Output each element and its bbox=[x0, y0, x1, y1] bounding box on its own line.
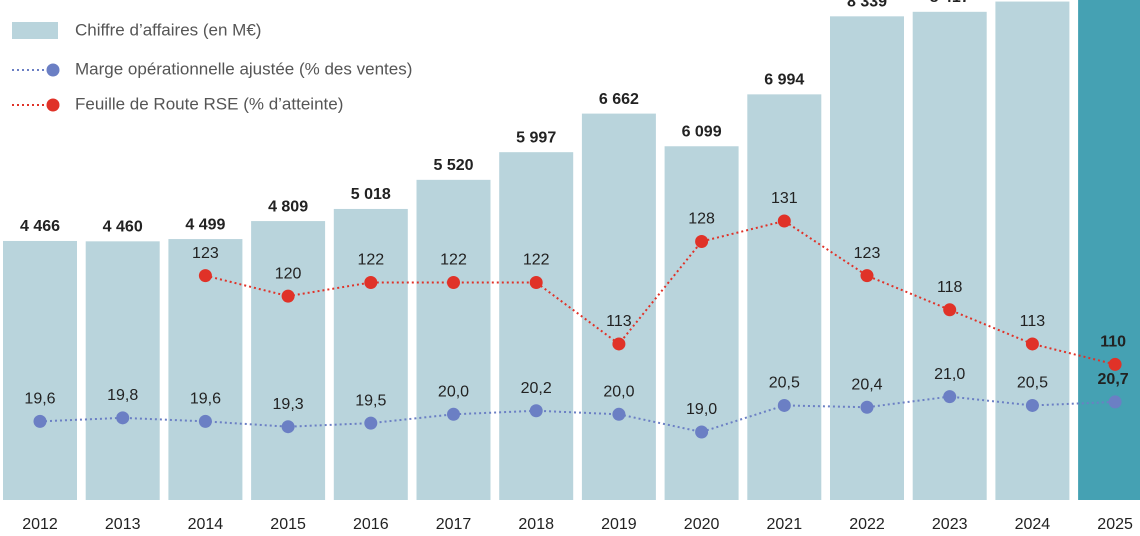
bar bbox=[912, 11, 987, 501]
point-label: 110 bbox=[1100, 334, 1126, 351]
point bbox=[1108, 357, 1122, 371]
bar bbox=[830, 16, 904, 500]
bar bbox=[251, 221, 326, 500]
point-label: 20,5 bbox=[1017, 375, 1048, 392]
point-label: 20,4 bbox=[851, 376, 882, 393]
bar bbox=[499, 152, 574, 500]
point-label: 19,0 bbox=[686, 401, 717, 418]
x-tick-label: 2016 bbox=[353, 516, 389, 533]
bar-value-label: 4 466 bbox=[20, 218, 60, 235]
x-tick-label: 2023 bbox=[932, 516, 968, 533]
point-label: 122 bbox=[357, 252, 384, 269]
point bbox=[529, 404, 543, 418]
point-label: 19,5 bbox=[355, 392, 386, 409]
bar-value-label: 5 997 bbox=[516, 129, 556, 146]
bar bbox=[85, 241, 160, 500]
legend-dot bbox=[46, 98, 60, 112]
x-tick-label: 2024 bbox=[1015, 516, 1051, 533]
point bbox=[943, 390, 957, 404]
point-label: 123 bbox=[192, 245, 219, 262]
point-label: 120 bbox=[275, 265, 302, 282]
x-tick-label: 2020 bbox=[684, 516, 720, 533]
point-label: 19,6 bbox=[24, 391, 55, 408]
point bbox=[281, 289, 295, 303]
bar-value-label: 8 339 bbox=[847, 0, 887, 11]
point-label: 131 bbox=[771, 190, 798, 207]
point bbox=[198, 269, 212, 283]
x-tick-label: 2021 bbox=[767, 516, 803, 533]
x-tick-label: 2015 bbox=[270, 516, 306, 533]
x-tick-label: 2014 bbox=[188, 516, 224, 533]
point bbox=[364, 275, 378, 289]
bar bbox=[664, 146, 739, 500]
point-label: 20,0 bbox=[603, 384, 634, 401]
point-label: 122 bbox=[440, 252, 467, 269]
point-label: 19,3 bbox=[273, 396, 304, 413]
x-tick-label: 2025 bbox=[1097, 516, 1133, 533]
point bbox=[281, 420, 295, 434]
point bbox=[860, 269, 874, 283]
point bbox=[447, 275, 460, 289]
point bbox=[33, 414, 47, 428]
point bbox=[777, 214, 791, 228]
legend-label: Marge opérationnelle ajustée (% des vent… bbox=[75, 59, 412, 78]
legend-dot bbox=[46, 63, 60, 77]
point bbox=[198, 414, 212, 428]
bar bbox=[3, 240, 77, 501]
bar bbox=[995, 1, 1070, 500]
legend-label: Chiffre d’affaires (en M€) bbox=[75, 20, 261, 39]
x-tick-label: 2019 bbox=[601, 516, 637, 533]
bar bbox=[1078, 0, 1140, 500]
point bbox=[612, 337, 626, 351]
point bbox=[1025, 398, 1039, 412]
point bbox=[364, 416, 378, 430]
point-label: 20,7 bbox=[1098, 371, 1129, 388]
point-label: 118 bbox=[937, 279, 963, 296]
bar-value-label: 8 417 bbox=[930, 0, 970, 6]
x-tick-label: 2012 bbox=[22, 516, 58, 533]
bar bbox=[333, 208, 408, 500]
bar-value-label: 6 994 bbox=[764, 72, 804, 89]
bar-value-label: 5 520 bbox=[433, 157, 473, 174]
bar-value-label: 4 460 bbox=[103, 219, 143, 236]
point-label: 123 bbox=[854, 245, 881, 262]
bar bbox=[581, 113, 656, 500]
point bbox=[529, 275, 543, 289]
point-label: 20,2 bbox=[521, 380, 552, 397]
legend-label: Feuille de Route RSE (% d’atteinte) bbox=[75, 94, 343, 113]
point bbox=[612, 407, 626, 421]
bar-value-label: 4 809 bbox=[268, 198, 308, 215]
x-tick-label: 2018 bbox=[518, 516, 554, 533]
bar bbox=[416, 179, 491, 500]
x-tick-label: 2017 bbox=[436, 516, 472, 533]
point bbox=[447, 407, 460, 421]
point bbox=[860, 400, 874, 414]
point-label: 19,6 bbox=[190, 391, 221, 408]
x-tick-label: 2022 bbox=[849, 516, 885, 533]
line bbox=[205, 219, 1116, 366]
point bbox=[1108, 395, 1122, 409]
bar-value-label: 6 099 bbox=[682, 123, 722, 140]
bar bbox=[747, 94, 822, 501]
point bbox=[943, 303, 957, 317]
point bbox=[1025, 337, 1039, 351]
x-tick-label: 2013 bbox=[105, 516, 141, 533]
bar-value-label: 5 018 bbox=[351, 186, 391, 203]
point-label: 113 bbox=[1020, 313, 1046, 330]
point bbox=[695, 234, 709, 248]
point-label: 20,0 bbox=[438, 384, 469, 401]
point-label: 128 bbox=[688, 211, 715, 228]
point-label: 21,0 bbox=[934, 366, 965, 383]
point bbox=[777, 398, 791, 412]
bar-value-label: 4 499 bbox=[185, 216, 225, 233]
bar-value-label: 6 662 bbox=[599, 91, 639, 108]
point-label: 122 bbox=[523, 252, 550, 269]
point-label: 20,5 bbox=[769, 375, 800, 392]
point-label: 19,8 bbox=[107, 387, 138, 404]
point bbox=[695, 425, 709, 439]
point-label: 113 bbox=[606, 313, 632, 330]
legend-swatch bbox=[12, 22, 58, 39]
point bbox=[116, 411, 130, 425]
